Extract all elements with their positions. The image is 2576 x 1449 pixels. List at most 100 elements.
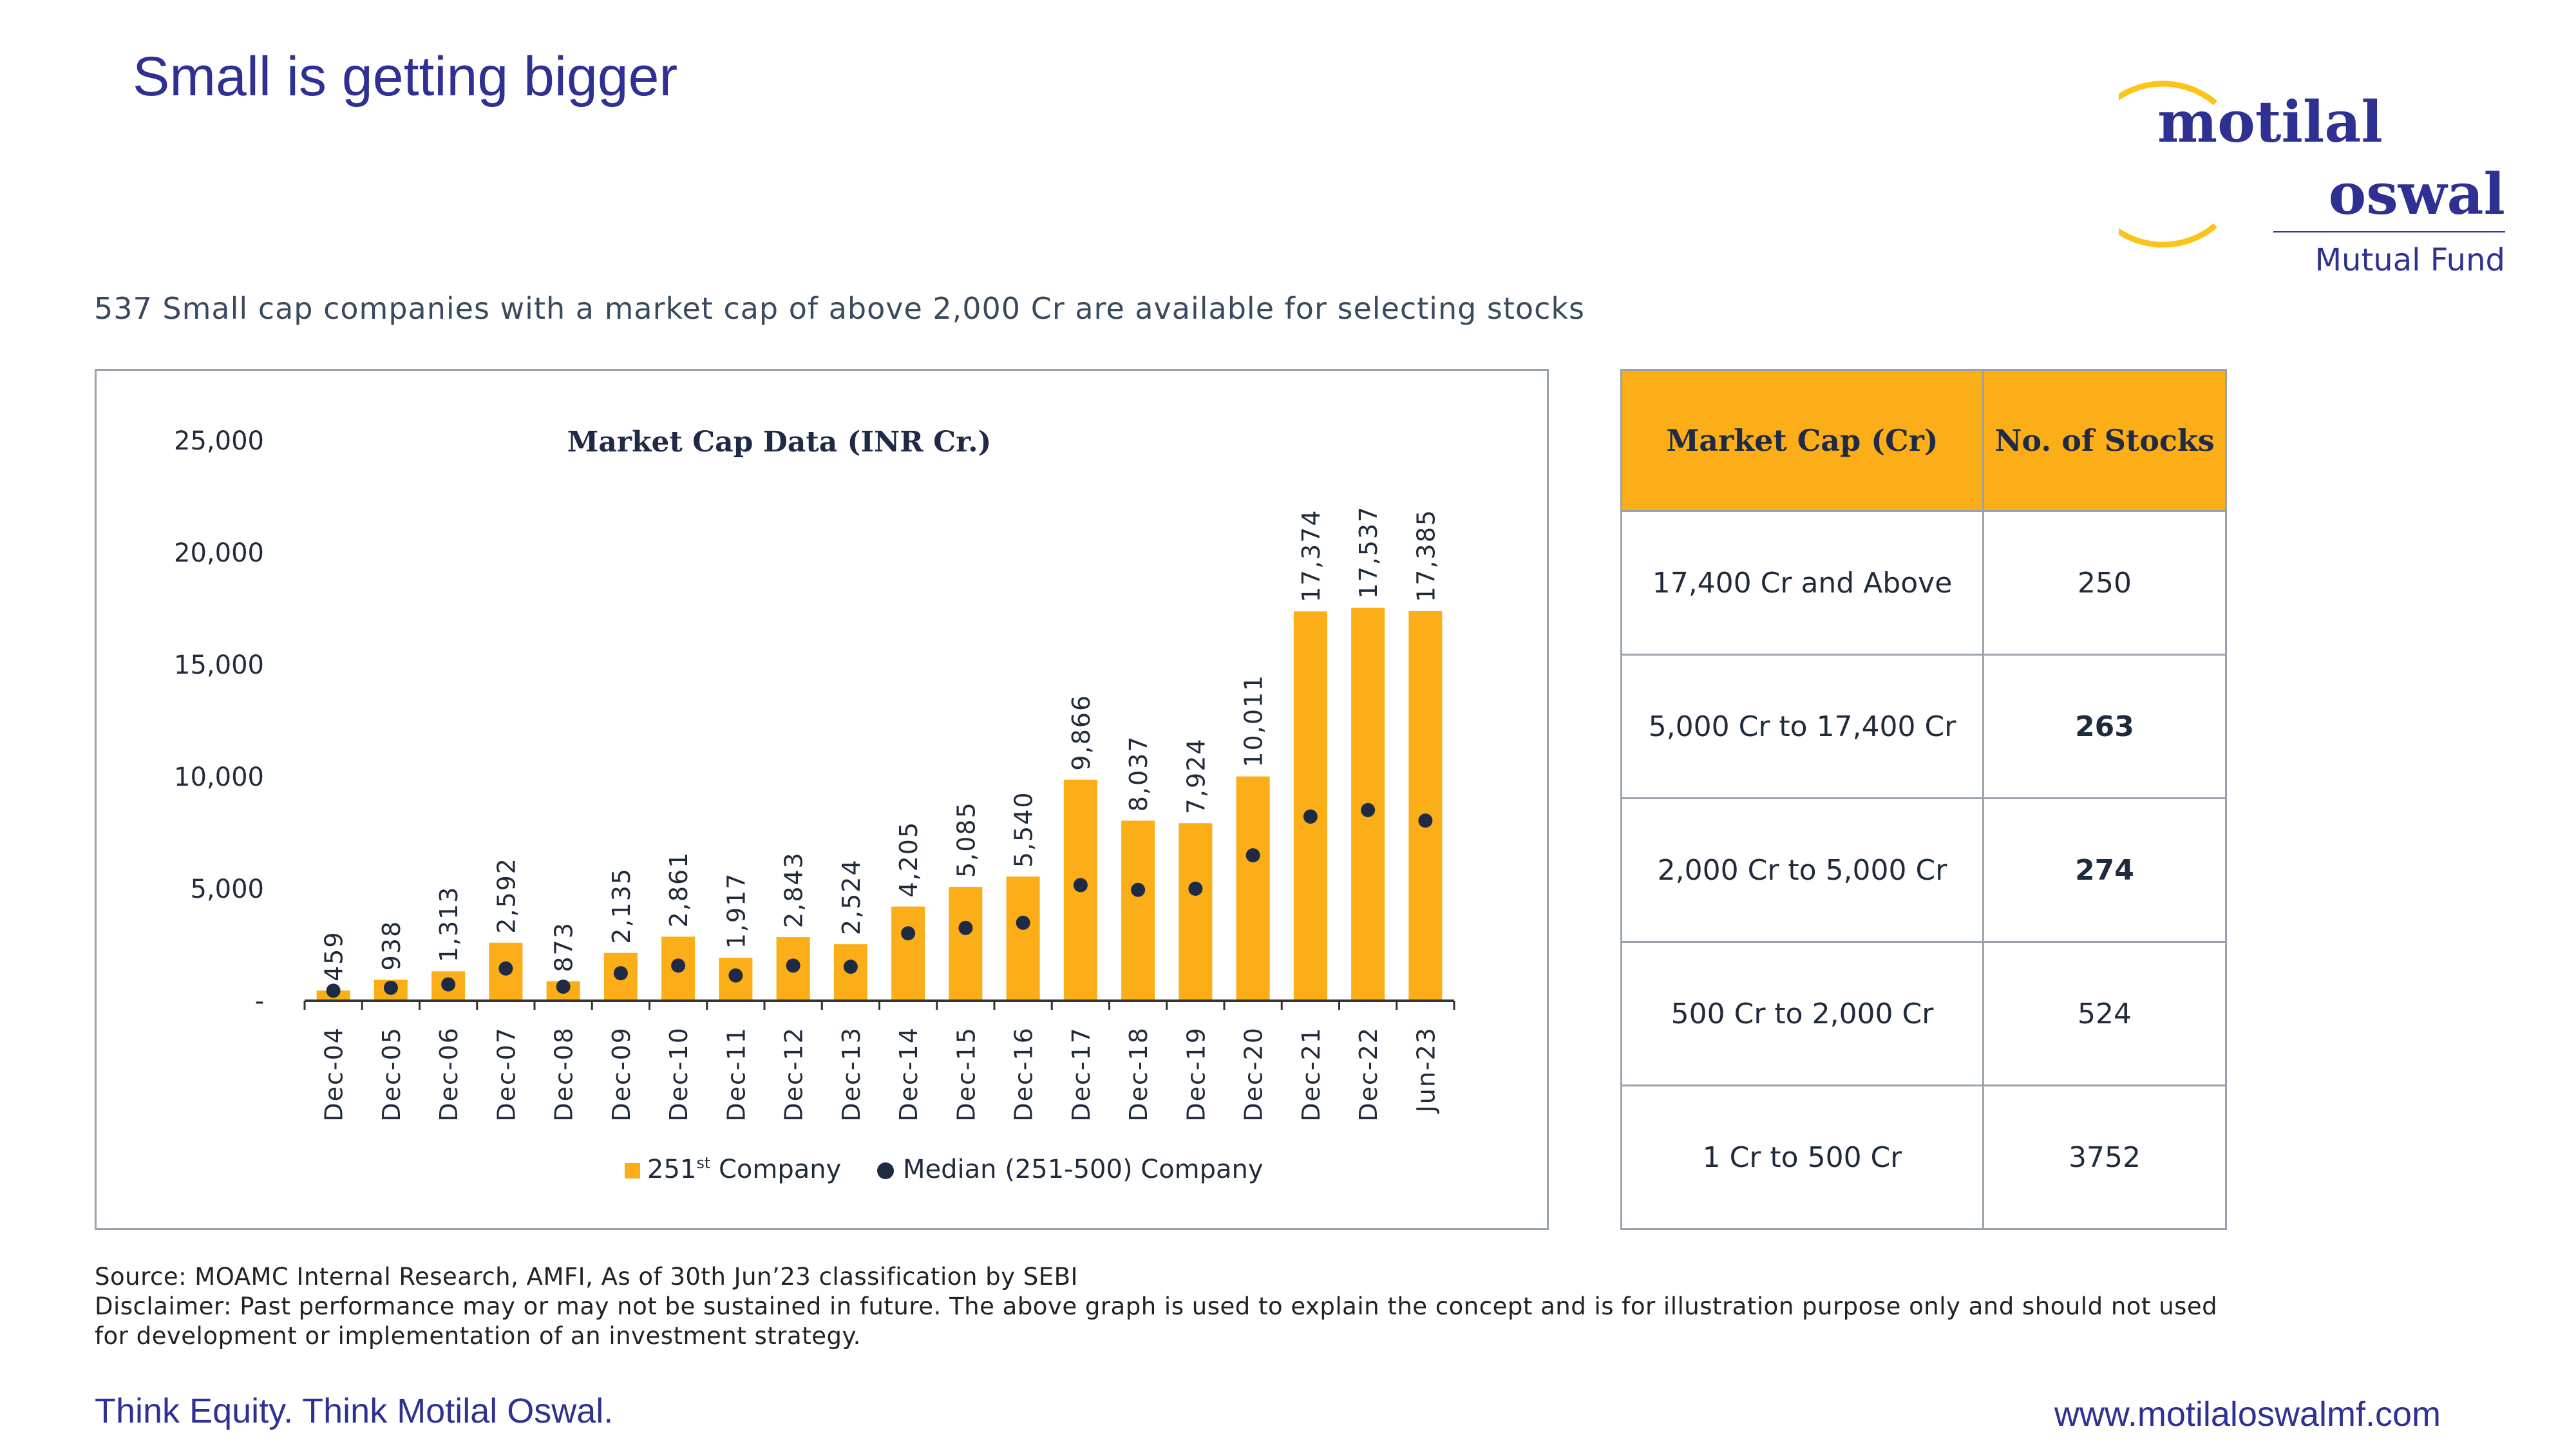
stock-count: 3752 — [1982, 1084, 2227, 1230]
x-tick-label: Dec-12 — [780, 1027, 808, 1122]
median-dot — [383, 980, 398, 995]
median-dot — [326, 983, 341, 998]
market-cap-range: 5,000 Cr to 17,400 Cr — [1620, 654, 1984, 799]
median-dot — [901, 926, 916, 941]
x-tick-label: Dec-18 — [1124, 1027, 1153, 1122]
bar-value-label: 5,085 — [952, 801, 980, 878]
table-row: 1 Cr to 500 Cr 3752 — [1620, 1084, 2227, 1230]
logo-line3: Mutual Fund — [2315, 242, 2505, 278]
median-dot — [671, 958, 686, 973]
bar-value-label: 1,917 — [722, 872, 750, 949]
market-cap-range: 2,000 Cr to 5,000 Cr — [1620, 797, 1984, 943]
bar-value-label: 2,524 — [837, 858, 866, 935]
bar-value-label: 2,592 — [492, 857, 520, 934]
stock-count: 263 — [1982, 654, 2227, 799]
x-tick-label: Dec-16 — [1010, 1027, 1038, 1122]
median-dot — [958, 920, 973, 935]
x-tick-label: Jun-23 — [1412, 1027, 1440, 1113]
x-tick-label: Dec-05 — [377, 1027, 406, 1122]
y-tick-label: 15,000 — [174, 650, 264, 680]
bar-value-label: 873 — [550, 922, 578, 972]
x-tick-label: Dec-19 — [1182, 1027, 1210, 1122]
median-dot — [613, 966, 628, 981]
y-tick-label: 25,000 — [174, 426, 264, 456]
x-tick-label: Dec-15 — [952, 1027, 980, 1122]
bar — [1408, 611, 1443, 1001]
bar-value-label: 17,374 — [1297, 509, 1325, 602]
page-title: Small is getting bigger — [133, 46, 678, 108]
median-dot — [1016, 915, 1030, 930]
table-row: 5,000 Cr to 17,400 Cr 263 — [1620, 654, 2227, 799]
chart-legend: 251st Company Median (251-500) Company — [625, 1154, 1264, 1184]
median-dot — [728, 968, 743, 983]
table-header-no-of-stocks: No. of Stocks — [1982, 369, 2227, 512]
x-tick-label: Dec-13 — [837, 1027, 866, 1122]
y-tick-label: 20,000 — [174, 538, 264, 568]
bar-value-label: 5,540 — [1010, 791, 1038, 867]
x-tick-label: Dec-20 — [1240, 1027, 1268, 1122]
y-tick-label: - — [255, 987, 264, 1016]
motilal-oswal-logo: motilal oswal Mutual Fund — [2119, 80, 2505, 278]
market-cap-table: Market Cap (Cr) No. of Stocks 17,400 Cr … — [1620, 369, 2227, 1230]
median-dot — [498, 961, 513, 976]
median-dot — [843, 960, 858, 974]
market-cap-chart: Market Cap Data (INR Cr.) - 5,000 10,000 15… — [174, 426, 1455, 1184]
table-header-market-cap: Market Cap (Cr) — [1620, 369, 1984, 512]
x-tick-label: Dec-11 — [722, 1027, 750, 1122]
legend-bar-label: 251 — [647, 1155, 696, 1184]
bar — [949, 887, 983, 1001]
bar-value-label: 4,205 — [895, 821, 923, 898]
median-dot — [1361, 802, 1376, 817]
median-dot — [441, 977, 456, 992]
bar — [1236, 776, 1270, 1001]
legend-dot-label: Median (251-500) Company — [903, 1155, 1264, 1184]
x-tick-label: Dec-17 — [1067, 1027, 1095, 1122]
x-tick-label: Dec-09 — [607, 1027, 636, 1122]
logo-arc-icon — [2119, 80, 2217, 248]
chart-title: Market Cap Data (INR Cr.) — [567, 426, 992, 459]
median-dot — [1245, 848, 1260, 863]
bar — [1006, 876, 1040, 1001]
median-dot — [1131, 882, 1146, 897]
x-tick-label: Dec-04 — [320, 1027, 348, 1122]
y-tick-label: 5,000 — [190, 875, 264, 904]
stock-count: 250 — [1982, 510, 2227, 656]
median-dot — [556, 980, 571, 994]
bar — [1179, 823, 1213, 1001]
stock-count: 274 — [1982, 797, 2227, 943]
legend-bar-sup: st — [696, 1154, 710, 1172]
x-tick-label: Dec-06 — [435, 1027, 463, 1122]
bar — [1293, 611, 1327, 1001]
x-tick-label: Dec-14 — [895, 1027, 923, 1122]
median-dot — [786, 958, 800, 973]
bar — [891, 906, 925, 1001]
x-tick-label: Dec-10 — [665, 1027, 693, 1122]
bar-value-label: 2,843 — [780, 851, 808, 928]
bar-value-label: 9,866 — [1067, 694, 1095, 771]
x-tick-label: Dec-21 — [1297, 1027, 1325, 1122]
bar-value-label: 2,861 — [665, 851, 693, 928]
website-link[interactable]: www.motilaloswalmf.com — [2054, 1395, 2441, 1434]
market-cap-range: 1 Cr to 500 Cr — [1620, 1084, 1984, 1230]
bar-value-label: 1,313 — [435, 886, 463, 963]
x-tick-label: Dec-08 — [550, 1027, 578, 1122]
svg-text:251st Company: 251st Company — [647, 1154, 841, 1184]
median-dot — [1303, 809, 1318, 824]
legend-bar-swatch — [625, 1163, 640, 1179]
stock-count: 524 — [1982, 941, 2227, 1086]
legend-bar-rest: Company — [710, 1155, 841, 1184]
logo-line2: oswal — [2329, 160, 2505, 227]
median-dot — [1418, 813, 1433, 828]
bar-value-label: 938 — [377, 920, 406, 971]
y-tick-label: 10,000 — [174, 762, 264, 792]
bar-value-label: 10,011 — [1240, 674, 1268, 768]
bar-value-label: 7,924 — [1182, 737, 1210, 814]
bar-value-label: 459 — [320, 931, 348, 981]
source-note: Source: MOAMC Internal Research, AMFI, A… — [95, 1262, 2239, 1351]
bar — [1121, 820, 1155, 1001]
bar-value-label: 8,037 — [1124, 735, 1153, 812]
x-tick-label: Dec-22 — [1354, 1027, 1383, 1122]
bar-value-label: 2,135 — [607, 867, 636, 944]
chart-panel: Market Cap Data (INR Cr.) - 5,000 10,000 15… — [95, 369, 1549, 1230]
bar-value-label: 17,385 — [1412, 509, 1440, 602]
